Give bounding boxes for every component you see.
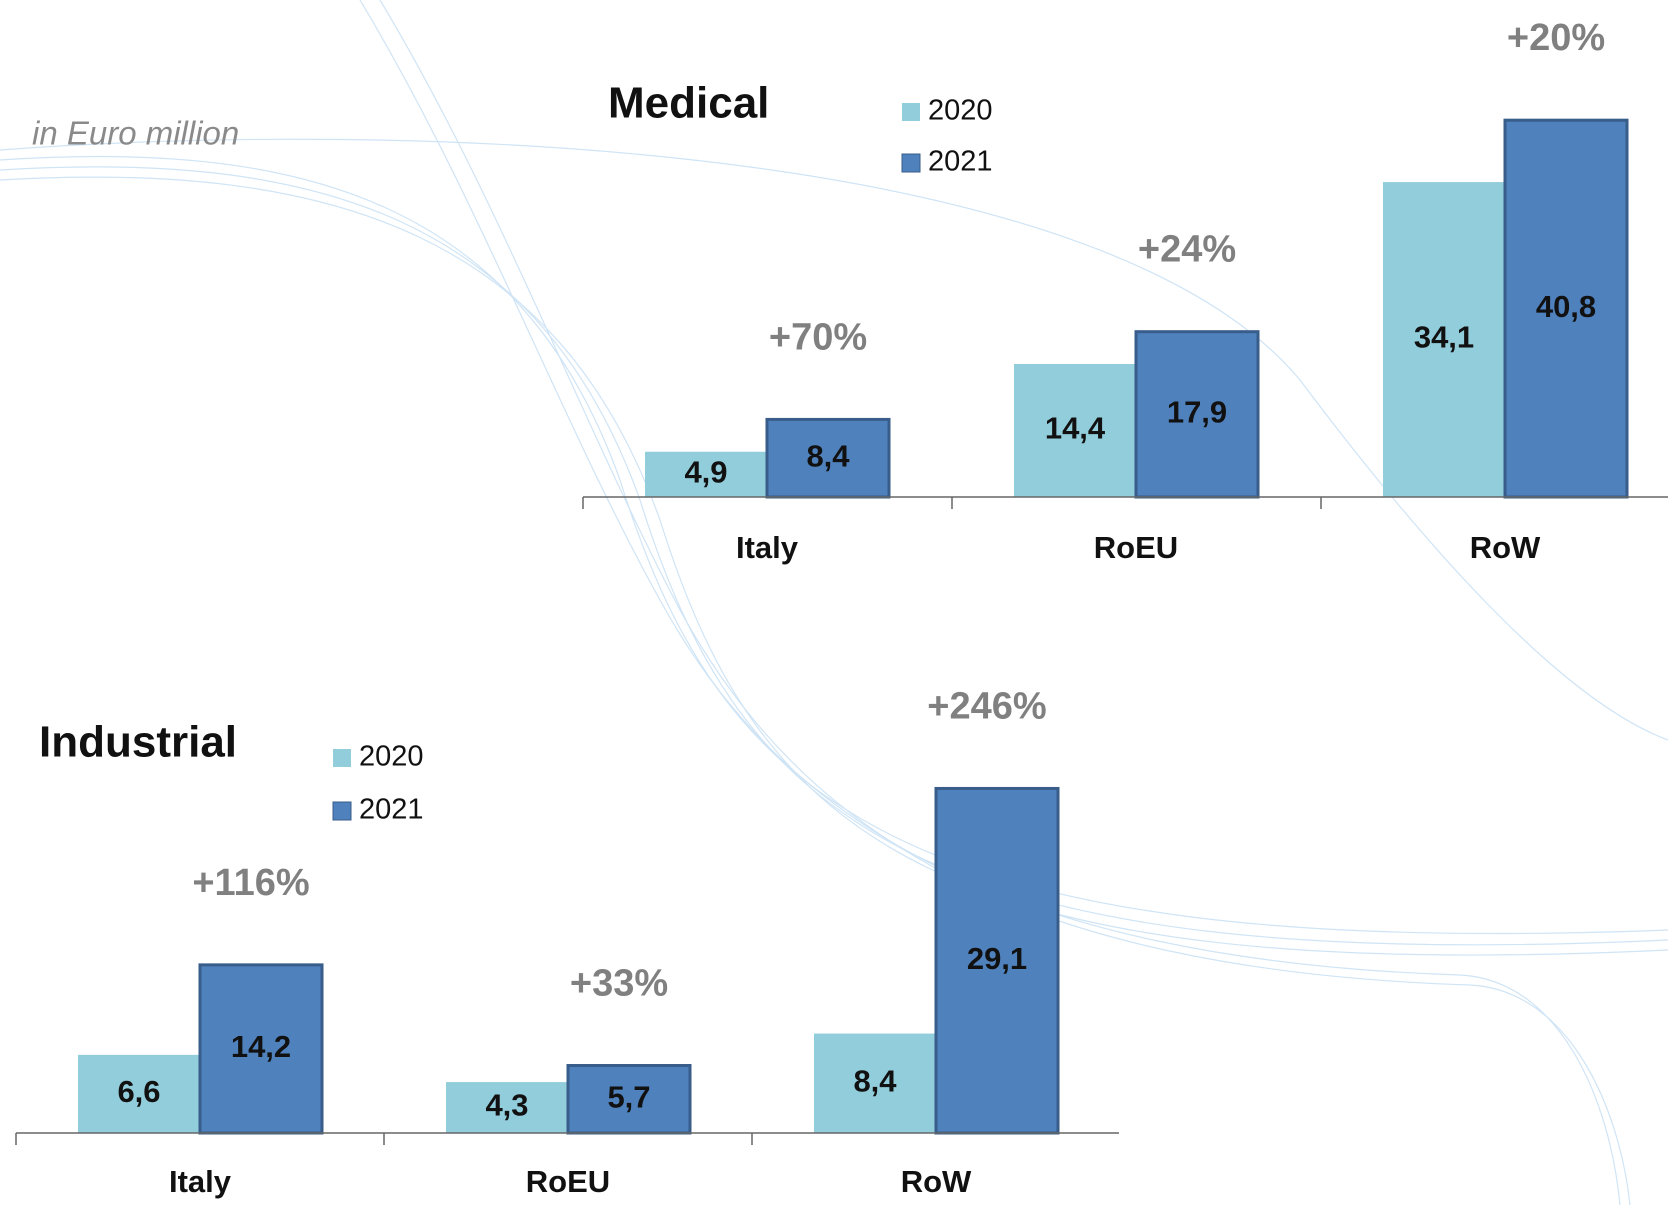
data-label: 29,1 [967,941,1027,976]
legend-label: 2020 [359,741,424,773]
bar [765,417,891,499]
bar [1503,118,1629,499]
growth-annotation: +33% [570,963,668,1005]
unit-note: in Euro million [32,115,239,152]
data-label: 4,9 [684,455,727,490]
x-tick-label: Italy [169,1164,232,1199]
data-label: 14,2 [231,1029,291,1064]
legend-label: 2020 [928,95,993,127]
data-label: 5,7 [607,1079,650,1114]
data-label: 6,6 [117,1074,160,1109]
x-tick-label: RoW [1470,530,1541,565]
bar [1014,364,1136,497]
data-label: 14,4 [1045,411,1106,446]
bar [934,786,1060,1135]
data-label: 17,9 [1167,395,1227,430]
legend-swatch [332,801,352,821]
bar [198,963,324,1135]
growth-annotation: +20% [1507,17,1605,59]
growth-annotation: +24% [1138,229,1236,271]
x-tick-label: Italy [736,530,799,565]
data-label: 4,3 [485,1088,528,1123]
bar [1383,182,1505,497]
data-label: 8,4 [853,1063,897,1098]
data-label: 8,4 [806,438,850,473]
chart-title: Industrial [39,718,237,767]
data-label: 34,1 [1414,320,1474,355]
bar [446,1082,568,1133]
legend-label: 2021 [359,794,424,826]
legend-swatch [901,153,921,173]
growth-annotation: +246% [927,685,1046,727]
legend-label: 2021 [928,146,993,178]
bar [566,1064,692,1135]
x-tick-label: RoW [901,1164,972,1199]
legend-swatch [902,103,920,121]
legend-swatch [333,749,351,767]
chart-title: Medical [608,79,769,128]
growth-annotation: +70% [769,316,867,358]
bar [78,1054,200,1133]
bar [814,1033,936,1133]
x-tick-label: RoEU [526,1164,610,1199]
x-tick-label: RoEU [1094,530,1178,565]
bar [645,451,767,497]
growth-annotation: +116% [192,862,309,904]
data-label: 40,8 [1536,289,1596,324]
